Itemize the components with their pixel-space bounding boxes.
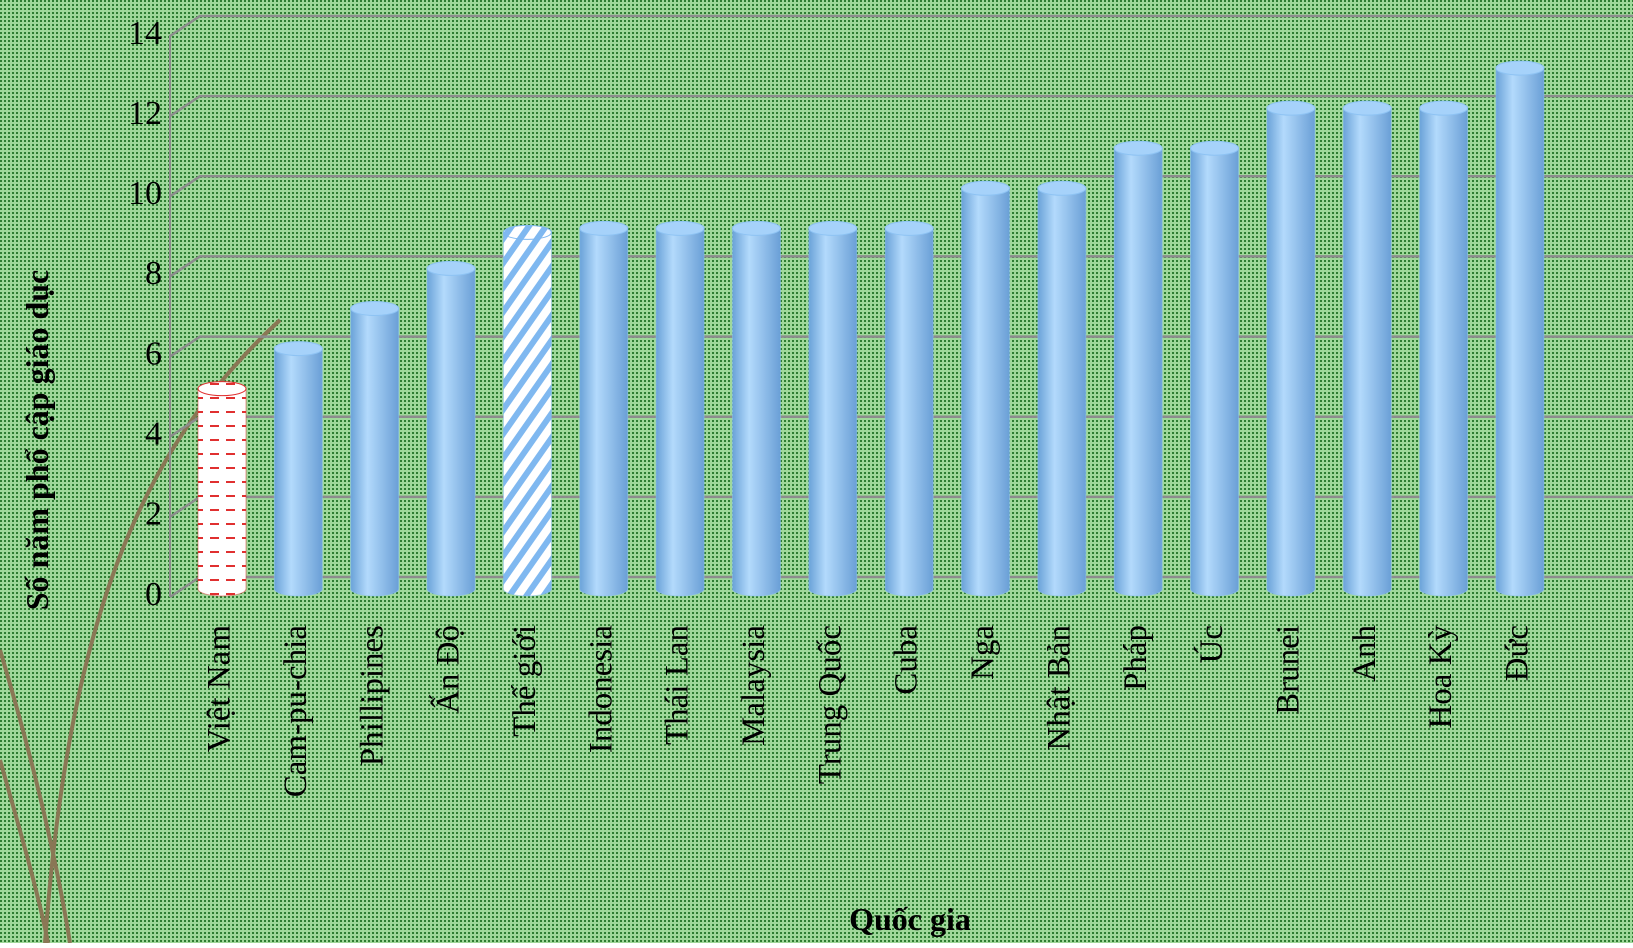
x-tick-label: Đức	[1500, 625, 1536, 681]
x-axis-title: Quốc gia	[849, 901, 971, 937]
grid-line	[169, 14, 1633, 38]
bar-top	[579, 220, 629, 236]
x-tick-label: Ấn Độ	[429, 625, 467, 714]
bar	[1342, 100, 1392, 597]
x-tick-label: Brunei	[1270, 625, 1306, 715]
bar	[731, 220, 781, 597]
bar	[350, 301, 400, 597]
y-tick-label: 14	[128, 15, 162, 52]
bar	[1495, 60, 1545, 597]
bar-top	[1113, 140, 1163, 156]
bar-body	[1342, 107, 1392, 597]
bar-top	[1342, 100, 1392, 116]
bar-body	[1419, 107, 1469, 597]
bar-body	[273, 348, 323, 597]
y-tick-label: 12	[128, 95, 162, 132]
x-tick-label: Phillipines	[354, 625, 390, 766]
bar-top	[961, 180, 1010, 196]
bar-body	[808, 227, 858, 597]
bar	[426, 260, 476, 597]
bar-body	[1266, 107, 1316, 597]
x-tick-label: Trung Quốc	[812, 625, 848, 784]
bar-body	[1190, 147, 1240, 597]
bar-body	[502, 231, 552, 597]
y-axis-title: Số năm phổ cập giáo dục	[19, 270, 55, 611]
grid-line	[169, 94, 1633, 118]
x-tick-label: Indonesia	[583, 625, 619, 754]
x-tick-label: Úc	[1192, 625, 1230, 663]
y-tick-label: 10	[128, 175, 162, 212]
x-tick-label: Cuba	[889, 625, 925, 695]
bar-body	[961, 187, 1010, 597]
x-tick-label: Nhật Bản	[1041, 625, 1077, 751]
bar	[961, 180, 1010, 597]
bar-top	[884, 220, 934, 236]
y-tick-label: 8	[145, 255, 162, 292]
bar-top	[808, 220, 858, 236]
bar-top	[1190, 140, 1240, 156]
bar	[579, 220, 629, 597]
decoration	[0, 318, 282, 944]
bar-top	[426, 260, 476, 276]
x-tick-label: Thái Lan	[660, 625, 696, 745]
bar-top	[1495, 60, 1545, 76]
bar-top	[273, 341, 323, 357]
x-tick-label: Hoa Kỳ	[1423, 625, 1459, 729]
y-tick-label: 2	[145, 496, 162, 533]
bar	[884, 220, 934, 597]
y-tick-label: 4	[145, 416, 162, 453]
bar-body	[655, 227, 705, 597]
bar	[502, 224, 552, 597]
bar-body	[350, 308, 400, 597]
bar-top	[350, 301, 400, 316]
bar-body	[884, 227, 934, 597]
x-tick-label: Nga	[965, 625, 1001, 680]
bar	[1419, 100, 1469, 597]
bar	[1113, 140, 1163, 597]
bar-top	[502, 224, 552, 240]
bar	[197, 381, 247, 597]
x-tick-label: Malaysia	[736, 625, 772, 746]
x-tick-label: Thế giới	[507, 625, 543, 737]
bar-body	[1495, 67, 1545, 597]
bar	[1266, 100, 1316, 597]
bar-top	[1419, 100, 1469, 116]
bar	[273, 341, 323, 597]
bar-body	[579, 227, 629, 597]
bar	[808, 220, 858, 597]
bar-top	[197, 381, 247, 397]
bar-body	[197, 388, 247, 597]
x-tick-label: Pháp	[1118, 625, 1154, 691]
bar-body	[731, 227, 781, 597]
bar-top	[731, 220, 781, 236]
y-tick-label: 6	[145, 335, 162, 372]
x-tick-label: Việt Nam	[202, 625, 238, 753]
bar-body	[1037, 187, 1087, 597]
bar	[1037, 180, 1087, 597]
x-tick-label: Cam-pu-chia	[278, 625, 314, 798]
y-tick-label: 0	[145, 576, 162, 613]
bar-top	[1266, 100, 1316, 116]
bar	[655, 220, 705, 597]
bar-top	[1037, 180, 1087, 196]
bar-body	[1113, 147, 1163, 597]
x-tick-label: Anh	[1347, 625, 1383, 682]
bar-body	[426, 267, 476, 597]
bar	[1190, 140, 1240, 597]
bar-top	[655, 220, 705, 236]
